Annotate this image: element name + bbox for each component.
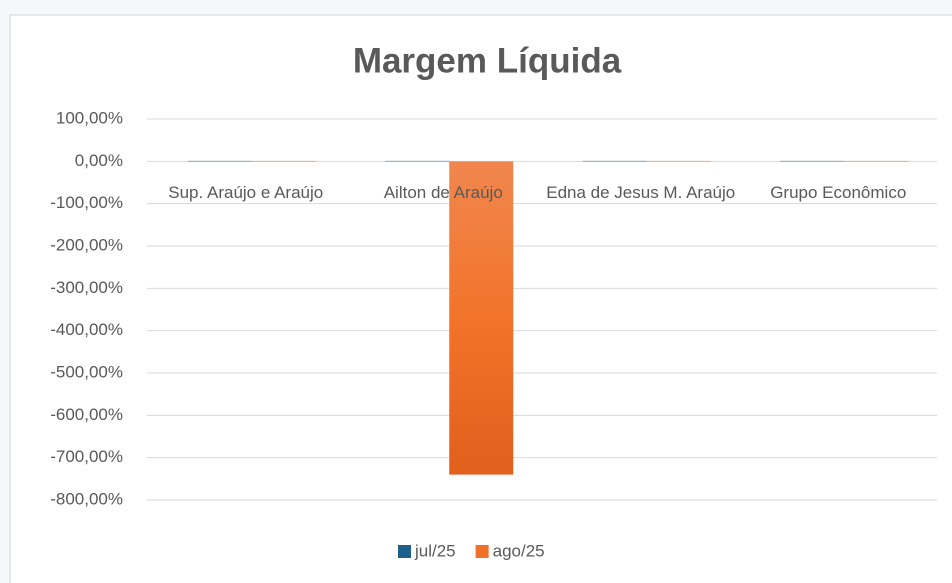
- y-tick-label: -700,00%: [50, 447, 123, 466]
- y-tick-label: -200,00%: [50, 235, 123, 254]
- y-tick-label: 100,00%: [56, 108, 123, 127]
- y-tick-label: -400,00%: [50, 320, 123, 339]
- y-tick-label: -600,00%: [50, 405, 123, 424]
- x-tick-label: Ailton de Araújo: [383, 183, 503, 203]
- bar: [449, 161, 514, 475]
- y-tick-label: 0,00%: [75, 151, 123, 170]
- x-tick-label: Sup. Araújo e Araújo: [168, 183, 324, 203]
- y-tick-label: -500,00%: [50, 362, 123, 381]
- y-tick-label: -800,00%: [50, 489, 123, 508]
- y-tick-label: -300,00%: [50, 278, 123, 297]
- x-tick-label: Grupo Econômico: [770, 183, 907, 203]
- x-tick-label: Edna de Jesus M. Araújo: [546, 183, 736, 203]
- chart-title: Margem Líquida: [353, 41, 622, 80]
- legend-label: ago/25: [493, 541, 545, 560]
- legend-swatch: [475, 545, 489, 558]
- legend-label: jul/25: [414, 541, 456, 560]
- legend-swatch: [398, 545, 411, 558]
- y-tick-label: -100,00%: [50, 193, 123, 212]
